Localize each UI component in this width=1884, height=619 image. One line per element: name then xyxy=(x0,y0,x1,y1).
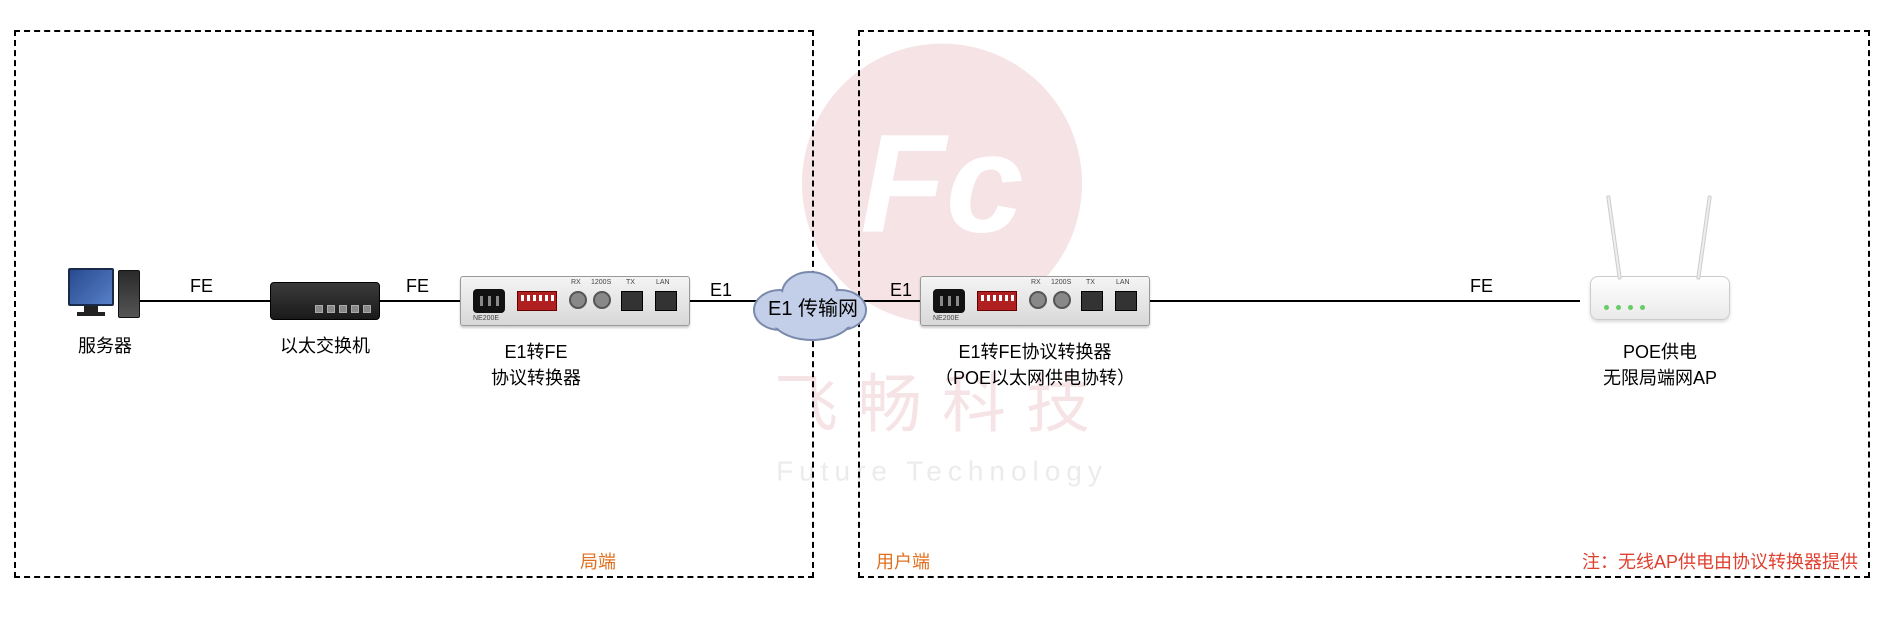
rj-lan-label: LAN xyxy=(1116,279,1130,286)
power-plug-icon xyxy=(473,289,505,313)
bnc-rx-icon xyxy=(569,291,587,309)
link-fe-3 xyxy=(1150,300,1580,302)
link-e1-right-label: E1 xyxy=(890,280,912,301)
bnc-tx-icon xyxy=(593,291,611,309)
rj45-lan-icon xyxy=(655,291,677,311)
rj45-tx-icon xyxy=(1081,291,1103,311)
dip-switch-icon xyxy=(517,291,557,311)
link-fe-1-label: FE xyxy=(190,276,213,297)
rj-tx-label: TX xyxy=(1086,279,1095,286)
device-ap xyxy=(1590,276,1730,320)
rj-tx-label: TX xyxy=(626,279,635,286)
bnc-rx-label: RX xyxy=(571,279,581,286)
link-fe-2-label: FE xyxy=(406,276,429,297)
dip-switch-icon xyxy=(977,291,1017,311)
link-e1-left-label: E1 xyxy=(710,280,732,301)
region-right-label: 用户端 xyxy=(876,548,930,574)
region-left-label: 局端 xyxy=(580,548,616,574)
model-label: NE200E xyxy=(933,315,959,322)
pc-tower-icon xyxy=(118,270,140,318)
link-fe-2 xyxy=(380,300,460,302)
device-converter-2-label: E1转FE协议转换器 （POE以太网供电协转） xyxy=(935,338,1135,390)
rj45-lan-icon xyxy=(1115,291,1137,311)
model-label: NE200E xyxy=(473,315,499,322)
link-fe-3-label: FE xyxy=(1470,276,1493,297)
device-server xyxy=(68,268,114,316)
switch-ports-icon xyxy=(315,305,371,313)
bnc-rx-label: RX xyxy=(1031,279,1041,286)
bnc-ch-label: 1200S xyxy=(1051,279,1071,286)
device-switch-label: 以太交换机 xyxy=(280,332,370,358)
footer-note: 注：无线AP供电由协议转换器提供 xyxy=(1582,548,1858,574)
power-plug-icon xyxy=(933,289,965,313)
device-converter-1: RX 1200S TX LAN NE200E xyxy=(460,276,690,326)
monitor-base xyxy=(77,312,105,316)
ap-body-icon xyxy=(1590,276,1730,320)
monitor-icon xyxy=(68,268,114,306)
bnc-ch-label: 1200S xyxy=(591,279,611,286)
device-ap-label: POE供电 无限局端网AP xyxy=(1603,338,1717,390)
device-switch xyxy=(270,282,380,320)
device-converter-1-label: E1转FE 协议转换器 xyxy=(491,338,581,390)
device-server-label: 服务器 xyxy=(78,332,132,358)
cloud-label: E1 传输网 xyxy=(768,292,858,321)
link-fe-1 xyxy=(140,300,270,302)
device-converter-2: RX 1200S TX LAN NE200E xyxy=(920,276,1150,326)
rj-lan-label: LAN xyxy=(656,279,670,286)
bnc-rx-icon xyxy=(1029,291,1047,309)
rj45-tx-icon xyxy=(621,291,643,311)
bnc-tx-icon xyxy=(1053,291,1071,309)
